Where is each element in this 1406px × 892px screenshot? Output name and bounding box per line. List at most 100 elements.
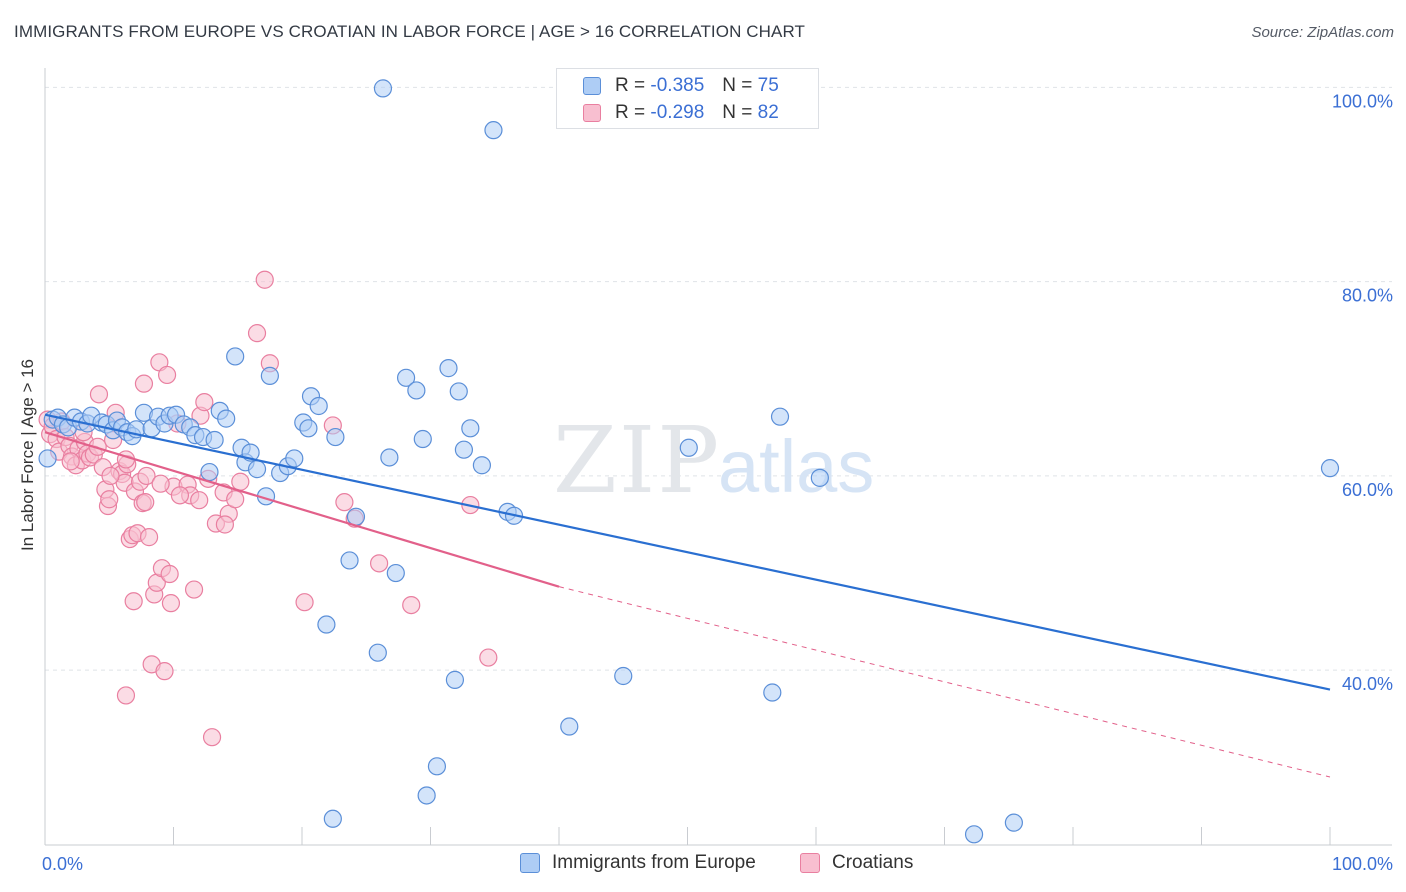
croatian-point [116, 686, 136, 705]
croatian-point [231, 472, 250, 491]
croatian-point [136, 493, 155, 512]
correlation-legend: R = -0.385 N = 75 R = -0.298 N = 82 [556, 68, 819, 129]
croatian-point [184, 580, 204, 599]
croatian-point [157, 365, 177, 385]
legend-n-label: N = [722, 75, 753, 96]
legend-r-label: R = [615, 75, 646, 96]
europe-point [373, 79, 393, 98]
legend-row-europe: R = -0.385 N = 75 [583, 74, 779, 98]
bottom-legend-swatch-europe [520, 853, 540, 873]
y-tick-label: 80.0% [1342, 286, 1393, 306]
europe-point [560, 717, 579, 736]
croatian-point [155, 662, 174, 681]
europe-point [380, 448, 399, 467]
croatian-point [160, 564, 179, 584]
croatian-point [335, 493, 354, 512]
source-credit: Source: ZipAtlas.com [1251, 24, 1394, 41]
europe-point [1004, 813, 1023, 832]
europe-point [679, 438, 698, 457]
legend-n-label: N = [722, 102, 753, 123]
croatian-point [402, 596, 421, 615]
europe-point [340, 551, 359, 570]
x-tick-label: 100.0% [1332, 854, 1393, 874]
croatian-trend-line [44, 431, 560, 588]
watermark-atlas: atlas [718, 425, 874, 508]
croatian-point [89, 385, 109, 404]
europe-point [964, 825, 984, 844]
croatian-point [161, 594, 181, 613]
europe-point [285, 449, 304, 468]
europe-point [260, 366, 279, 385]
croatian-point [137, 466, 156, 486]
trend-lines [44, 413, 1331, 778]
europe-point [445, 670, 465, 689]
bottom-legend-swatch-croatian [800, 853, 820, 873]
europe-point [217, 409, 236, 428]
legend-n-value-croatian: 82 [757, 102, 779, 123]
croatian-point [139, 528, 159, 547]
europe-point [323, 809, 342, 828]
croatian-point [226, 490, 245, 509]
europe-point [1320, 459, 1340, 478]
europe-point [614, 666, 633, 686]
europe-point [439, 359, 458, 378]
watermark-zip: ZIP [553, 407, 721, 514]
bottom-legend-europe: Immigrants from Europe [520, 852, 756, 874]
watermark: ZIP atlas [553, 407, 874, 514]
croatian-point [100, 490, 119, 509]
europe-point [449, 382, 468, 401]
europe-point [309, 396, 328, 416]
europe-point [299, 419, 318, 438]
legend-swatch-europe [583, 77, 601, 95]
europe-point [386, 563, 405, 583]
gridlines [45, 86, 1392, 671]
y-tick-label: 100.0% [1332, 91, 1393, 111]
europe-point [38, 449, 57, 468]
legend-n-value-europe: 75 [757, 75, 779, 96]
legend-row-croatian: R = -0.298 N = 82 [583, 101, 779, 125]
croatian-point [190, 491, 209, 510]
croatian-point [479, 648, 498, 667]
y-tick-label: 40.0% [1342, 674, 1393, 694]
croatian-point [134, 374, 154, 393]
europe-point [407, 381, 426, 400]
croatian-point [88, 437, 107, 456]
europe-point [770, 407, 790, 426]
europe-point [317, 615, 336, 634]
europe-point [461, 419, 480, 438]
europe-point [417, 786, 436, 805]
croatian-point [247, 324, 267, 343]
europe-point [413, 429, 432, 449]
europe-point [368, 643, 387, 662]
croatian-point [61, 452, 80, 471]
chart-title: IMMIGRANTS FROM EUROPE VS CROATIAN IN LA… [14, 22, 806, 41]
europe-point [472, 456, 491, 475]
croatian-point [101, 466, 120, 486]
croatian-point [202, 728, 222, 747]
croatian-point [295, 593, 314, 612]
croatian-points [38, 270, 498, 747]
croatian-point [255, 270, 274, 289]
croatian-point [370, 554, 389, 573]
europe-point [205, 430, 224, 450]
europe-point [226, 347, 245, 366]
europe-point [247, 460, 267, 479]
y-tick-label: 60.0% [1342, 480, 1393, 500]
x-tick-label: 0.0% [42, 854, 83, 874]
tick-labels: 40.0% 60.0% 80.0% 100.0% 0.0% 100.0% [42, 91, 1393, 874]
europe-point [454, 440, 474, 459]
legend-r-value-croatian: -0.298 [650, 102, 705, 123]
europe-point [346, 507, 366, 526]
europe-point [484, 121, 503, 140]
legend-r-label: R = [615, 102, 646, 123]
europe-point [200, 462, 219, 482]
europe-point [427, 757, 447, 776]
europe-trend-line [44, 413, 1331, 691]
europe-point [396, 368, 416, 387]
croatian-point [215, 515, 234, 534]
legend-swatch-croatian [583, 104, 601, 122]
bottom-legend-croatian: Croatians [800, 852, 913, 874]
europe-point [763, 683, 782, 702]
legend-r-value-europe: -0.385 [650, 75, 705, 96]
europe-point [326, 427, 345, 447]
